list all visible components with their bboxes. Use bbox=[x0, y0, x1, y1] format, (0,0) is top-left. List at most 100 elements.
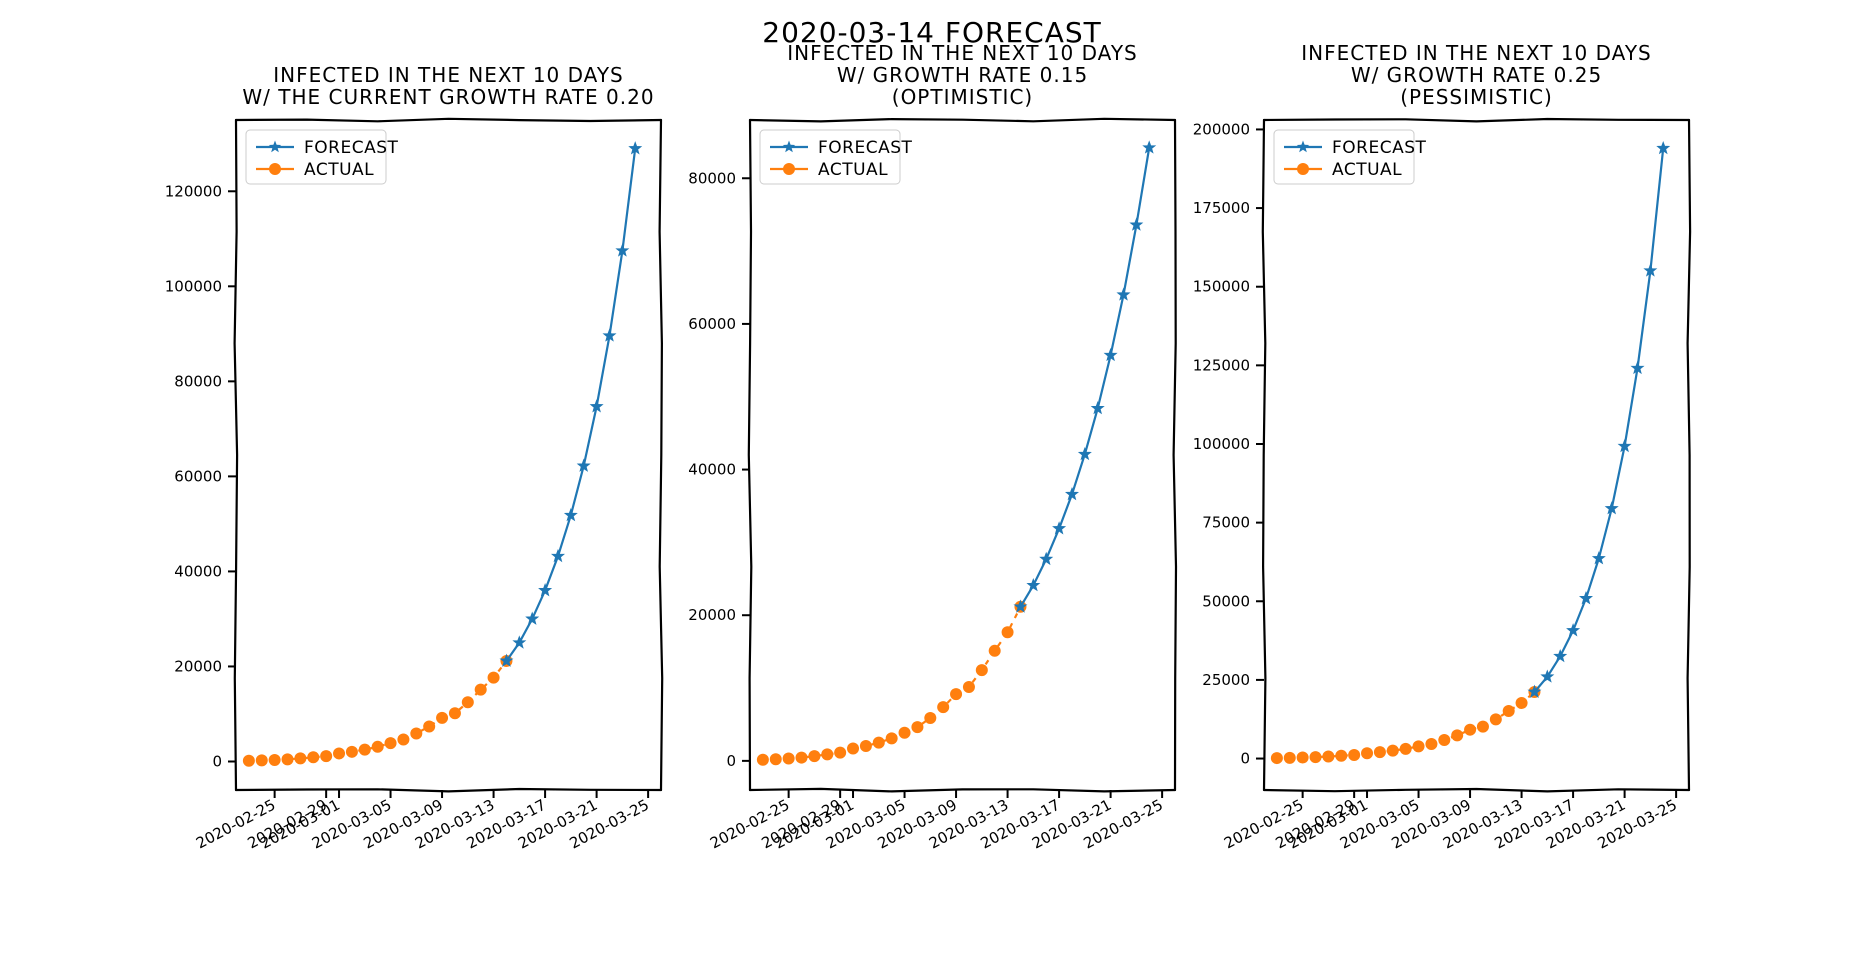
actual-point bbox=[1001, 626, 1014, 639]
actual-point bbox=[1322, 750, 1335, 763]
forecast-point bbox=[1039, 551, 1054, 566]
forecast-point bbox=[512, 635, 527, 649]
actual-point bbox=[795, 751, 808, 764]
forecast-point bbox=[525, 611, 540, 625]
panel-title-line: INFECTED IN THE NEXT 10 DAYS bbox=[1301, 41, 1651, 65]
actual-point bbox=[1335, 749, 1348, 762]
actual-point bbox=[1515, 696, 1528, 709]
forecast-point bbox=[1142, 140, 1157, 154]
actual-point bbox=[410, 727, 423, 740]
forecast-point bbox=[576, 458, 591, 472]
forecast-point bbox=[550, 548, 566, 563]
actual-point bbox=[782, 752, 795, 765]
forecast-point bbox=[628, 141, 643, 155]
left-spine bbox=[233, 118, 239, 792]
panel-title-line: W/ GROWTH RATE 0.25 bbox=[1351, 63, 1602, 87]
right-spine bbox=[658, 118, 664, 792]
top-spine bbox=[234, 117, 663, 123]
actual-point bbox=[1476, 720, 1489, 733]
series-line-forecast bbox=[1019, 147, 1151, 608]
actual-point bbox=[255, 754, 268, 767]
y-tick-label: 150000 bbox=[1193, 278, 1250, 296]
series-line-forecast bbox=[505, 148, 637, 662]
actual-point bbox=[1348, 748, 1361, 761]
actual-point bbox=[1361, 747, 1374, 760]
actual-point bbox=[268, 753, 281, 766]
forecast-point bbox=[563, 507, 578, 522]
forecast-point bbox=[1553, 648, 1568, 663]
y-axis: 0 20000 40000 60000 80000 bbox=[688, 169, 750, 770]
legend-box bbox=[1273, 129, 1415, 185]
actual-point bbox=[988, 644, 1001, 657]
left-spine bbox=[1261, 118, 1267, 792]
figure-suptitle: 2020-03-14 FORECAST bbox=[762, 16, 1102, 49]
actual-point bbox=[371, 740, 384, 753]
legend-box bbox=[759, 129, 901, 185]
actual-point bbox=[975, 664, 988, 677]
actual-point bbox=[307, 751, 320, 764]
forecast-point bbox=[1527, 684, 1542, 699]
actual-point bbox=[847, 742, 860, 755]
forecast-point bbox=[1103, 347, 1118, 362]
actual-point bbox=[1283, 751, 1296, 764]
forecast-point bbox=[1077, 446, 1092, 461]
actual-point bbox=[821, 748, 834, 761]
x-axis: 2020-02-252020-02-292020-03-012020-03-05… bbox=[1221, 790, 1680, 852]
legend-circle-marker bbox=[1297, 163, 1309, 175]
legend-star-marker bbox=[1296, 140, 1310, 153]
actual-point bbox=[924, 712, 937, 725]
actual-point bbox=[911, 721, 924, 734]
actual-point bbox=[461, 696, 474, 709]
actual-point bbox=[808, 750, 821, 763]
actual-point bbox=[384, 737, 397, 750]
legend-label: FORECAST bbox=[1332, 138, 1427, 158]
top-spine bbox=[1262, 117, 1691, 123]
actual-point bbox=[1386, 744, 1399, 757]
forecast-point bbox=[1656, 140, 1671, 155]
y-axis: 0 20000 40000 60000 80000 100000 120000 bbox=[165, 182, 236, 770]
actual-point bbox=[345, 745, 358, 758]
legend-star-marker bbox=[268, 140, 282, 153]
actual-point bbox=[834, 746, 847, 759]
y-tick-label: 120000 bbox=[165, 182, 222, 200]
bottom-spine bbox=[748, 787, 1177, 793]
y-tick-label: 60000 bbox=[688, 315, 736, 333]
left-spine bbox=[747, 118, 753, 792]
series-layer bbox=[242, 141, 643, 767]
forecast-point bbox=[1052, 521, 1067, 535]
actual-point bbox=[358, 743, 371, 756]
legend-circle-marker bbox=[783, 163, 795, 175]
actual-point bbox=[756, 753, 769, 766]
forecast-point bbox=[1643, 263, 1658, 277]
legend-label: FORECAST bbox=[818, 138, 913, 158]
axes-frame bbox=[747, 117, 1178, 793]
forecast-point bbox=[615, 243, 630, 257]
forecast-point bbox=[1116, 287, 1131, 301]
actual-point bbox=[1399, 742, 1412, 755]
panel-title-line: INFECTED IN THE NEXT 10 DAYS bbox=[273, 63, 623, 87]
actual-point bbox=[1296, 751, 1309, 764]
actual-point bbox=[1489, 713, 1502, 726]
y-tick-label: 80000 bbox=[174, 372, 222, 390]
panel-title-line: (PESSIMISTIC) bbox=[1400, 85, 1553, 109]
x-axis: 2020-02-252020-02-292020-03-012020-03-05… bbox=[707, 790, 1166, 852]
right-spine bbox=[1686, 118, 1692, 792]
actual-point bbox=[859, 740, 872, 753]
forecast-point bbox=[1630, 360, 1645, 375]
actual-point bbox=[1502, 705, 1515, 718]
actual-point bbox=[1270, 752, 1283, 765]
bottom-spine bbox=[234, 787, 663, 793]
y-axis: 0 25000 50000 75000 100000 125000 150000 175000… bbox=[1193, 120, 1264, 768]
legend-circle-marker bbox=[269, 163, 281, 175]
y-tick-label: 80000 bbox=[688, 169, 736, 187]
y-tick-label: 200000 bbox=[1193, 120, 1250, 138]
